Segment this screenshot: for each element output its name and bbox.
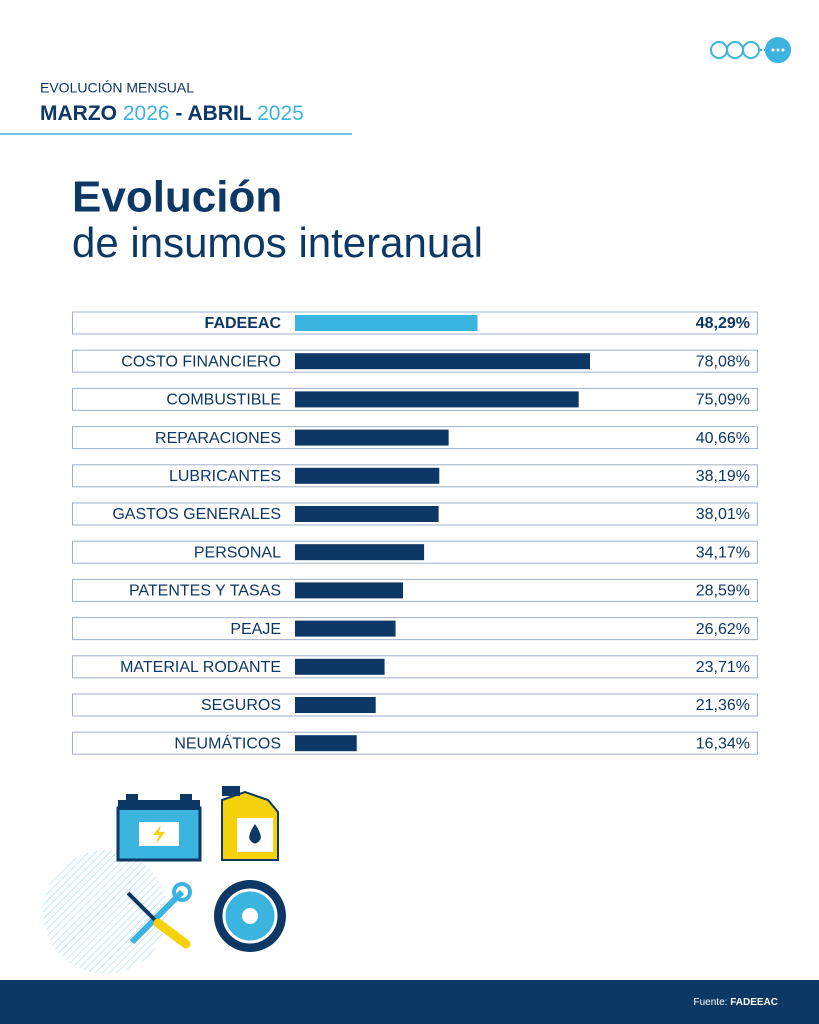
- source: Fuente: FADEEAC: [694, 997, 779, 1008]
- value-label: 38,19%: [696, 468, 750, 485]
- row-frame: [72, 655, 758, 679]
- from-year: 2026: [123, 102, 170, 125]
- bar: [295, 544, 425, 561]
- category-label: PERSONAL: [194, 544, 281, 561]
- row-frame: [72, 349, 758, 373]
- value-label: 40,66%: [696, 430, 750, 447]
- value-label: 75,09%: [696, 392, 750, 409]
- value-label: 34,17%: [696, 544, 750, 561]
- bar: [295, 391, 579, 408]
- row-frame: [72, 426, 758, 450]
- to-year: 2025: [257, 102, 304, 125]
- title-line-1: Evolución: [72, 173, 282, 222]
- bar: [295, 506, 439, 522]
- row-frame: [72, 731, 758, 755]
- bar: [295, 658, 385, 675]
- value-label: 48,29%: [696, 315, 750, 332]
- row-frame: [72, 502, 758, 526]
- bar: [295, 620, 396, 637]
- category-label: GASTOS GENERALES: [112, 506, 281, 523]
- bar: [295, 315, 478, 331]
- row-frame: [72, 540, 758, 564]
- bar: [295, 429, 449, 446]
- row-frame: [72, 311, 758, 335]
- to-month: ABRIL: [187, 102, 251, 125]
- value-label: 21,36%: [696, 697, 750, 714]
- logo: [710, 37, 791, 63]
- bar: [295, 467, 440, 484]
- bar: [295, 697, 376, 713]
- category-label: LUBRICANTES: [169, 468, 281, 485]
- value-label: 26,62%: [696, 621, 750, 638]
- from-month: MARZO: [40, 102, 117, 125]
- bar: [295, 353, 590, 370]
- category-label: PATENTES Y TASAS: [129, 583, 281, 600]
- bar: [295, 582, 404, 599]
- footer-band: [0, 980, 819, 1024]
- row-frame: [72, 693, 758, 717]
- source-label: Fuente:: [694, 997, 728, 1008]
- row-frame: [72, 617, 758, 641]
- bar-chart: FADEEAC 48,29% COSTO FINANCIERO 78,08% COMBU…: [72, 311, 758, 755]
- category-label: NEUMÁTICOS: [174, 733, 281, 752]
- category-label: COMBUSTIBLE: [166, 392, 281, 409]
- bar: [295, 735, 357, 752]
- category-label: MATERIAL RODANTE: [120, 659, 281, 676]
- kicker: EVOLUCIÓN MENSUAL: [40, 80, 194, 96]
- category-label: PEAJE: [230, 621, 281, 638]
- category-label: REPARACIONES: [155, 430, 281, 447]
- category-label: COSTO FINANCIERO: [121, 353, 281, 370]
- value-label: 16,34%: [696, 735, 750, 752]
- category-label: FADEEAC: [205, 315, 282, 332]
- icons: [43, 786, 286, 974]
- row-frame: [72, 464, 758, 488]
- separator: -: [175, 102, 182, 125]
- value-label: 28,59%: [696, 583, 750, 600]
- value-label: 38,01%: [696, 506, 750, 523]
- category-label: SEGUROS: [201, 697, 281, 714]
- row-frame: [72, 578, 758, 602]
- row-frame: [72, 387, 758, 411]
- source-name: FADEEAC: [730, 997, 778, 1008]
- value-label: 23,71%: [696, 659, 750, 676]
- value-label: 78,08%: [696, 353, 750, 370]
- period: MARZO 2026 - ABRIL 2025: [40, 102, 304, 125]
- title-line-2: de insumos interanual: [72, 219, 483, 266]
